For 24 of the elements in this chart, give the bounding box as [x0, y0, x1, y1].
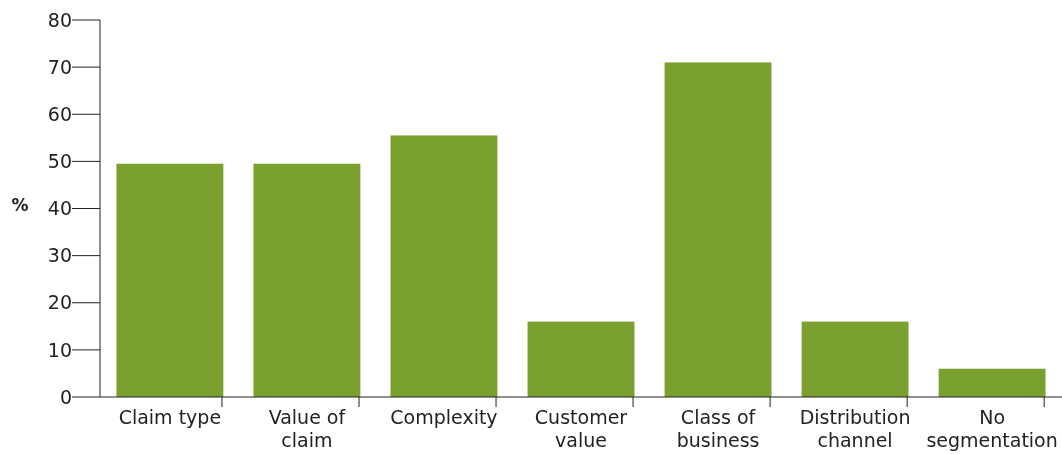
y-tick-label: 70 — [47, 55, 72, 78]
bar — [664, 62, 772, 397]
y-tick-label: 0 — [59, 385, 72, 408]
y-tick-label: 60 — [47, 102, 72, 125]
x-tick-label: Customer value — [534, 406, 628, 451]
x-tick-label: Distribution channel — [799, 406, 911, 451]
x-tick-label: No segmentation — [926, 406, 1058, 451]
y-tick-label: 40 — [47, 197, 72, 220]
bar — [253, 163, 361, 397]
bar — [390, 135, 498, 397]
y-tick-label: 10 — [47, 338, 72, 361]
x-tick-label: Class of business — [676, 406, 760, 451]
y-tick-label: 80 — [47, 8, 72, 31]
x-tick-label: Value of claim — [268, 406, 347, 451]
y-axis-title: % — [11, 194, 29, 215]
bar — [116, 163, 224, 397]
y-tick-label: 30 — [47, 244, 72, 267]
x-tick-label: Claim type — [118, 406, 222, 428]
bar — [938, 368, 1046, 397]
y-tick-label: 50 — [47, 150, 72, 173]
bar — [527, 321, 635, 397]
bar — [801, 321, 909, 397]
y-tick-label: 20 — [47, 291, 72, 314]
x-tick-label: Complexity — [390, 406, 498, 428]
